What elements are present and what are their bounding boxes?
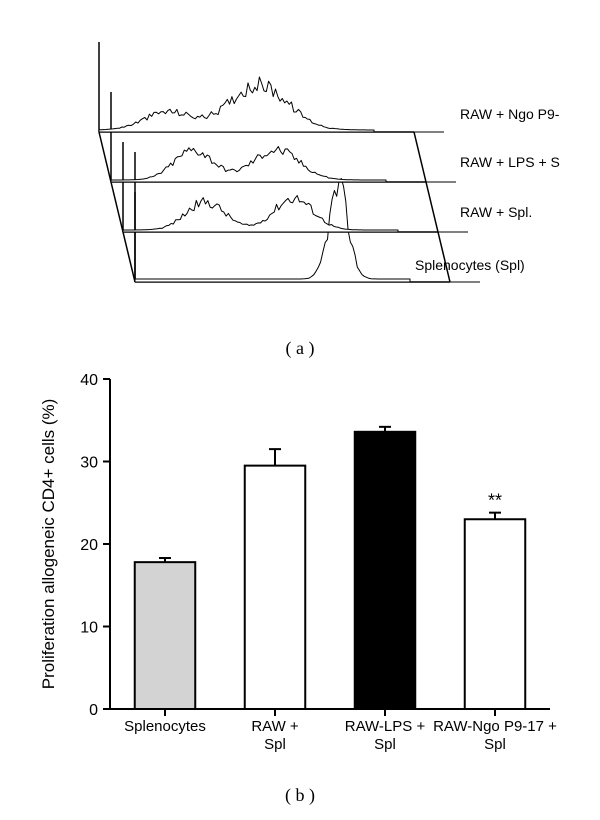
panel-b-label: ( b ): [285, 785, 315, 806]
svg-text:Spl: Spl: [264, 736, 286, 753]
svg-text:RAW +: RAW +: [251, 718, 299, 735]
svg-text:RAW-Ngo P9-17 +: RAW-Ngo P9-17 +: [433, 718, 557, 735]
svg-text:Splenocytes (Spl): Splenocytes (Spl): [415, 257, 525, 273]
svg-text:20: 20: [80, 537, 98, 554]
svg-text:RAW-LPS +: RAW-LPS +: [345, 718, 426, 735]
svg-text:30: 30: [80, 455, 98, 472]
svg-text:Spl: Spl: [484, 736, 506, 753]
panel-b-svg: 0 10 20 30 40 Proliferation allogeneic CD4+ c…: [30, 359, 570, 779]
svg-text:RAW + Ngo P9-17 + Spl.: RAW + Ngo P9-17 + Spl.: [460, 106, 560, 122]
svg-text:RAW + Spl.: RAW + Spl.: [460, 204, 532, 220]
svg-text:Splenocytes: Splenocytes: [124, 718, 206, 735]
svg-text:RAW + LPS + Spl.: RAW + LPS + Spl.: [460, 154, 560, 170]
svg-text:Spl: Spl: [374, 736, 396, 753]
svg-text:Proliferation allogeneic CD4+: Proliferation allogeneic CD4+ cells (%): [39, 399, 58, 690]
svg-text:**: **: [488, 491, 502, 511]
svg-text:10: 10: [80, 620, 98, 637]
panel-a-label: ( a ): [286, 338, 315, 359]
figure-wrap: Splenocytes (Spl) RAW + Spl. RAW + LPS + S…: [0, 0, 600, 806]
svg-text:40: 40: [80, 372, 98, 389]
svg-text:0: 0: [89, 702, 98, 719]
panel-a-svg: Splenocytes (Spl) RAW + Spl. RAW + LPS + S…: [40, 12, 560, 332]
